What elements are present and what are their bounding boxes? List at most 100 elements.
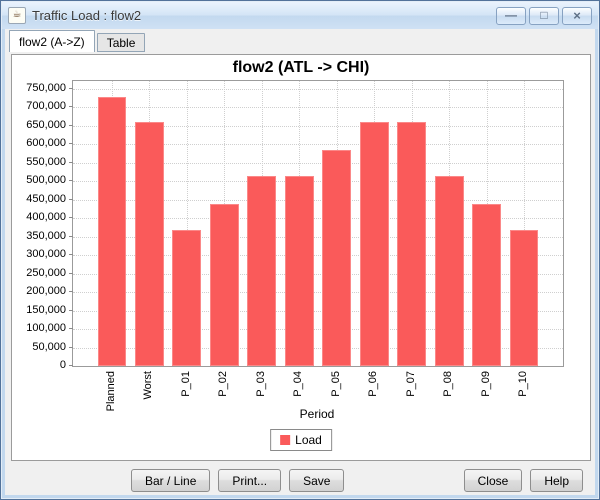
x-tick-label: P_03: [254, 371, 267, 397]
y-tick-label: 600,000: [26, 137, 66, 150]
x-tick-label: P_04: [292, 371, 305, 397]
chart-panel: flow2 (ATL -> CHI) Period Load 0 50,000 10…: [11, 54, 591, 461]
y-tick-label: 350,000: [26, 229, 66, 242]
y-gridline: [73, 162, 563, 164]
tab-flow2-az[interactable]: flow2 (A->Z): [9, 30, 95, 52]
footer-left-buttons: Bar / Line Print... Save: [131, 469, 345, 492]
x-tick-label: P_08: [442, 371, 455, 397]
bar-Planned: [97, 96, 127, 366]
bar-P_02: [209, 204, 239, 366]
help-button[interactable]: Help: [530, 469, 583, 492]
bar-line-button[interactable]: Bar / Line: [131, 469, 211, 492]
close-dialog-button[interactable]: Close: [463, 469, 523, 492]
window-content: flow2 (A->Z) Table flow2 (ATL -> CHI) Pe…: [5, 29, 595, 495]
java-app-icon: ☕: [8, 7, 26, 24]
close-icon: ×: [573, 7, 581, 23]
bar-P_09: [472, 204, 501, 366]
y-gridline: [73, 144, 563, 146]
y-tick-mark: [69, 124, 73, 126]
y-tick-label: 650,000: [26, 118, 66, 131]
y-tick-mark: [69, 309, 73, 311]
x-tick-label: P_10: [517, 371, 530, 397]
footer-right-buttons: Close Help: [463, 469, 583, 492]
x-tick-label: P_09: [479, 371, 492, 397]
y-tick-label: 0: [59, 359, 66, 371]
x-tick-label: P_01: [179, 371, 192, 397]
bar-P_03: [247, 176, 277, 366]
y-gridline: [73, 255, 563, 257]
y-tick-label: 550,000: [26, 155, 66, 168]
y-gridline: [73, 310, 563, 312]
y-gridline: [73, 125, 563, 127]
print-button[interactable]: Print...: [218, 469, 282, 492]
tab-bar: flow2 (A->Z) Table: [5, 29, 595, 52]
x-axis-title: Period: [299, 407, 335, 421]
y-gridline: [73, 218, 563, 220]
y-tick-mark: [69, 272, 73, 274]
x-tick-label: P_05: [329, 371, 342, 397]
y-gridline: [73, 88, 563, 90]
bar-P_06: [359, 122, 389, 366]
y-tick-mark: [69, 346, 73, 348]
bar-P_05: [322, 149, 352, 366]
y-tick-mark: [69, 106, 73, 108]
maximize-icon: □: [540, 7, 548, 22]
y-gridline: [73, 236, 563, 238]
y-gridline: [73, 107, 563, 109]
y-tick-label: 50,000: [32, 340, 66, 353]
tab-table[interactable]: Table: [96, 33, 146, 52]
y-tick-label: 750,000: [26, 81, 66, 94]
y-tick-mark: [69, 365, 73, 366]
y-gridline: [73, 273, 563, 275]
maximize-button[interactable]: □: [529, 6, 559, 25]
bar-P_07: [397, 122, 427, 366]
y-gridline: [73, 347, 563, 349]
minimize-button[interactable]: —: [496, 6, 526, 25]
y-gridline: [73, 199, 563, 201]
y-gridline: [73, 292, 563, 294]
y-tick-label: 150,000: [26, 303, 66, 316]
y-tick-mark: [69, 180, 73, 182]
y-tick-label: 200,000: [26, 285, 66, 298]
bar-P_01: [172, 229, 202, 366]
y-tick-mark: [69, 87, 73, 89]
x-tick-label: Planned: [104, 371, 117, 412]
y-tick-label: 700,000: [26, 100, 66, 113]
y-gridline: [73, 329, 563, 331]
footer-button-bar: Bar / Line Print... Save Close Help: [5, 469, 595, 493]
chart-legend: Load: [270, 429, 332, 451]
x-gridline: [524, 81, 526, 366]
x-tick-label: P_02: [217, 371, 230, 397]
window-title: Traffic Load : flow2: [32, 8, 142, 23]
plot-area: [72, 80, 564, 367]
y-tick-mark: [69, 328, 73, 330]
y-tick-label: 250,000: [26, 266, 66, 279]
close-button[interactable]: ×: [562, 6, 592, 25]
x-tick-label: P_06: [367, 371, 380, 397]
y-tick-label: 500,000: [26, 174, 66, 187]
y-gridline: [73, 181, 563, 183]
x-gridline: [186, 81, 188, 366]
y-tick-label: 300,000: [26, 248, 66, 261]
legend-label: Load: [295, 433, 322, 447]
bar-P_10: [509, 229, 539, 366]
y-tick-mark: [69, 143, 73, 145]
y-tick-mark: [69, 198, 73, 200]
title-bar[interactable]: ☕ Traffic Load : flow2 — □ ×: [2, 2, 598, 29]
y-tick-label: 450,000: [26, 192, 66, 205]
bar-P_04: [284, 176, 314, 366]
bar-Worst: [134, 122, 164, 366]
y-tick-mark: [69, 161, 73, 163]
y-tick-mark: [69, 254, 73, 256]
y-tick-label: 100,000: [26, 322, 66, 335]
save-button[interactable]: Save: [289, 469, 345, 492]
bar-P_08: [434, 176, 464, 366]
x-tick-label: P_07: [404, 371, 417, 397]
y-tick-mark: [69, 235, 73, 237]
y-tick-mark: [69, 291, 73, 293]
x-tick-label: Worst: [142, 371, 155, 400]
legend-swatch: [280, 435, 291, 445]
minimize-icon: —: [505, 7, 517, 22]
window-controls: — □ ×: [496, 6, 592, 25]
